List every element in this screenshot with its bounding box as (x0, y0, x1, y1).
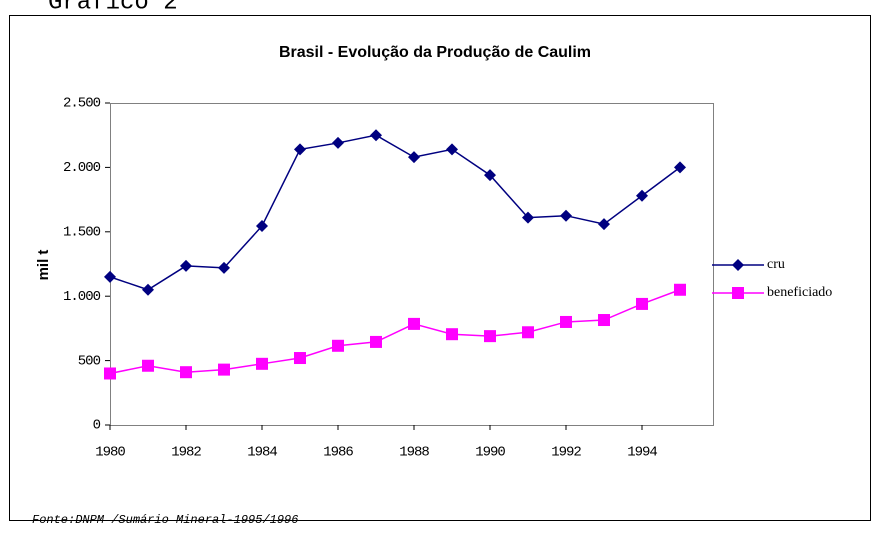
x-tick-label: 1982 (171, 445, 201, 461)
y-tick-label: 1.000 (63, 289, 101, 305)
y-axis-label: mil t (35, 250, 52, 281)
data-point (256, 220, 268, 233)
x-tick-label: 1984 (247, 445, 277, 461)
x-tick-label: 1986 (323, 445, 353, 461)
y-tick-label: 2.500 (63, 96, 101, 112)
data-point (674, 283, 686, 296)
data-point (332, 339, 344, 352)
data-point (218, 261, 230, 274)
data-point (522, 326, 534, 339)
chart-frame (9, 15, 871, 521)
chart-title: Brasil - Evolução da Produção de Caulim (279, 44, 591, 61)
data-point (408, 317, 420, 330)
data-point (636, 297, 648, 310)
heading: Gráfico 2 (48, 0, 178, 16)
plot-frame (110, 103, 714, 426)
series-line (109, 134, 681, 291)
data-point (218, 363, 230, 376)
data-point (522, 211, 534, 224)
y-tick-label: 0 (93, 418, 101, 434)
x-tick-label: 1994 (627, 445, 657, 461)
data-point (674, 161, 686, 174)
x-tick-label: 1990 (475, 445, 505, 461)
data-point (636, 189, 648, 202)
data-point (560, 315, 572, 328)
data-point (598, 218, 610, 231)
legend-marker (732, 287, 744, 299)
data-point (484, 330, 496, 343)
legend-marker (732, 259, 744, 271)
data-point (294, 143, 306, 156)
x-tick-label: 1980 (95, 445, 125, 461)
data-point (294, 352, 306, 365)
data-point (446, 328, 458, 341)
legend-label: cru (767, 257, 785, 272)
y-tick-label: 1.500 (63, 225, 101, 241)
legend-label: beneficiado (767, 285, 832, 300)
y-tick-label: 2.000 (63, 160, 101, 176)
data-point (484, 169, 496, 182)
data-point (256, 357, 268, 370)
data-point (370, 335, 382, 348)
data-point (142, 359, 154, 372)
data-point (560, 209, 572, 222)
data-point (142, 283, 154, 296)
data-point (104, 367, 116, 380)
series-line (109, 289, 681, 375)
data-point (598, 314, 610, 327)
data-point (446, 143, 458, 156)
x-tick-label: 1988 (399, 445, 429, 461)
data-point (104, 270, 116, 283)
data-point (370, 129, 382, 142)
source-note: Fonte:DNPM /Sumário Mineral-1995/1996 (32, 513, 298, 527)
data-point (180, 366, 192, 379)
data-point (408, 151, 420, 164)
data-point (332, 136, 344, 149)
x-tick-label: 1992 (551, 445, 581, 461)
y-tick-label: 500 (78, 353, 101, 369)
data-point (180, 259, 192, 272)
